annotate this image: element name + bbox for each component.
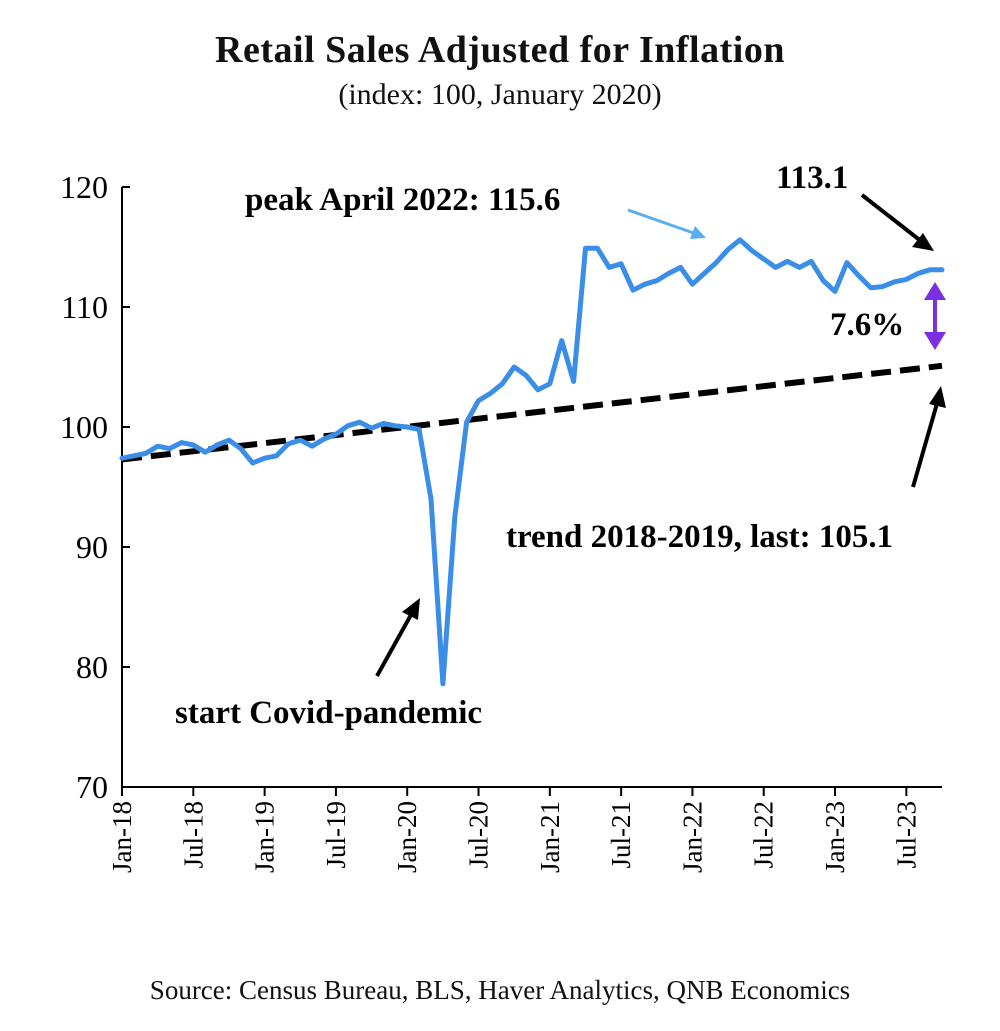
series-layer — [119, 237, 945, 687]
x-tick-label: Jan-21 — [535, 801, 565, 873]
x-tick-label: Jul-20 — [464, 801, 494, 869]
covid-arrow — [375, 612, 414, 677]
last-value-annotation: 113.1 — [776, 160, 848, 196]
x-tick-label: Jul-21 — [606, 801, 636, 869]
x-axis-ticks: Jan-18 Jul-18 Jan-19 Jul-19 Jan-20 Jul-20 Jan-… — [107, 787, 921, 873]
trend-line — [121, 362, 943, 463]
x-tick-label: Jul-18 — [178, 801, 208, 869]
x-tick-label: Jan-20 — [392, 801, 422, 873]
retail-sales-chart: 70 80 90 100 110 120 Jan-18 Jul-18 Jan-19 Jul-19… — [60, 160, 946, 873]
trend-arrowhead — [929, 386, 946, 408]
gap-arrowhead-down — [924, 332, 946, 350]
peak-arrowhead — [690, 226, 706, 239]
x-tick-label: Jan-19 — [250, 801, 280, 873]
retail-sales-line — [119, 237, 945, 687]
gap-arrowhead-up — [924, 282, 946, 300]
y-tick-label: 110 — [61, 289, 108, 325]
axes — [121, 187, 942, 788]
last-value-arrow — [860, 193, 928, 247]
x-tick-label: Jul-19 — [321, 801, 351, 869]
y-tick-label: 90 — [76, 529, 108, 565]
peak-annotation: peak April 2022: 115.6 — [245, 182, 560, 218]
source-note: Source: Census Bureau, BLS, Haver Analyt… — [149, 975, 851, 1005]
y-tick-label: 100 — [60, 409, 108, 445]
x-tick-label: Jul-22 — [749, 801, 779, 869]
y-axis-ticks: 70 80 90 100 110 120 — [60, 169, 130, 805]
x-tick-label: Jan-18 — [107, 801, 137, 873]
y-tick-label: 80 — [76, 649, 108, 685]
covid-annotation: start Covid-pandemic — [175, 695, 482, 731]
y-tick-label: 120 — [60, 169, 108, 205]
covid-arrowhead — [402, 598, 420, 620]
y-tick-label: 70 — [76, 769, 108, 805]
peak-arrow — [627, 208, 703, 238]
trend-annotation: trend 2018-2019, last: 105.1 — [506, 519, 893, 555]
x-tick-label: Jan-23 — [820, 801, 850, 873]
gap-annotation: 7.6% — [830, 307, 904, 343]
chart-title: Retail Sales Adjusted for Inflation — [215, 29, 785, 71]
last-value-arrowhead — [912, 233, 934, 251]
chart-subtitle: (index: 100, January 2020) — [338, 78, 662, 111]
x-tick-label: Jan-22 — [677, 801, 707, 873]
x-tick-label: Jul-23 — [891, 801, 921, 869]
trend-arrow — [911, 399, 940, 488]
